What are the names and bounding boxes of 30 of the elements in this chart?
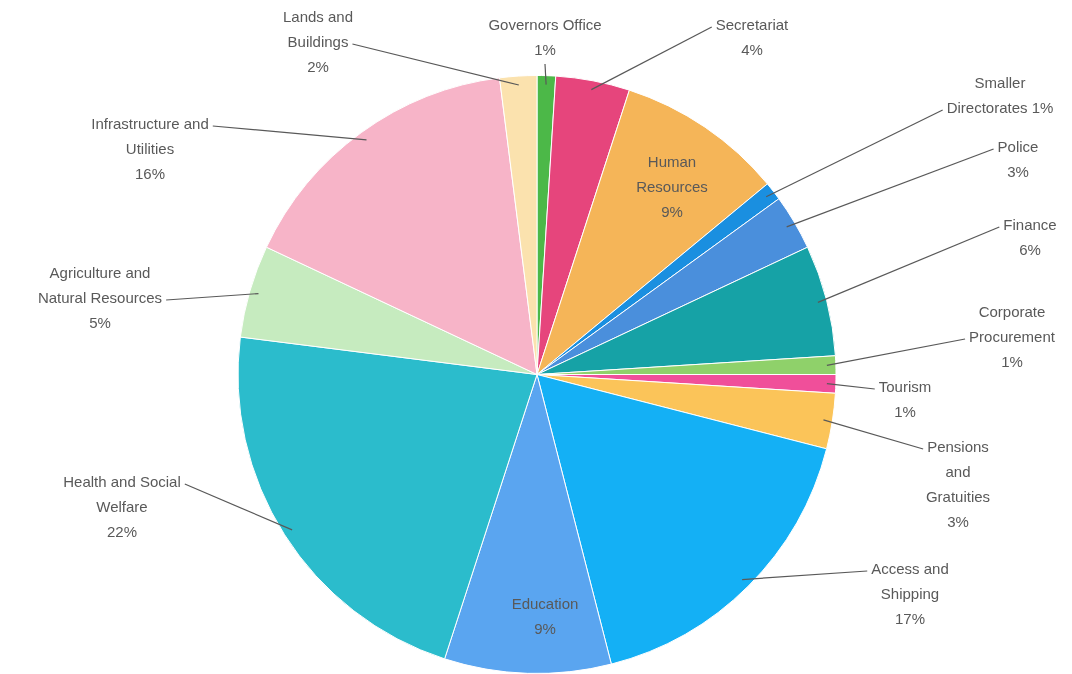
slice-label: Infrastructure and Utilities [91, 114, 209, 157]
data-label: 1% [534, 40, 556, 58]
data-label: 9% [534, 619, 556, 637]
data-label: 1% [1001, 352, 1023, 370]
data-label: 9% [661, 202, 683, 220]
data-label: 22% [106, 522, 138, 540]
data-label: 1% [894, 402, 916, 420]
data-label: 5% [89, 313, 111, 331]
slice-label: Secretariat [715, 15, 790, 33]
data-label: 1% [1031, 98, 1054, 116]
data-label: 3% [1007, 162, 1029, 180]
data-label: 16% [134, 164, 166, 182]
slice-label: Education [511, 594, 579, 612]
slice-label: Finance [1003, 215, 1057, 233]
slice-label: Police [997, 137, 1039, 155]
slice-label: Smaller Directorates [946, 73, 1028, 116]
slice-label: Governors Office [488, 15, 602, 33]
slice-label: Human Resources [636, 152, 708, 195]
slice-label: Corporate Procurement [969, 302, 1056, 345]
slice-label: Pensions and Gratuities [925, 437, 991, 505]
slice-label: Agriculture and Natural Resources [37, 263, 163, 306]
data-label: 2% [307, 57, 329, 75]
slice-label: Access and Shipping [871, 559, 949, 602]
data-label: 3% [947, 512, 969, 530]
slice-label: Tourism [878, 377, 932, 395]
data-label: 4% [741, 40, 763, 58]
slice-label: Health and Social Welfare [63, 472, 181, 515]
data-label: 6% [1019, 240, 1041, 258]
slice-label: Lands and Buildings [282, 7, 354, 50]
data-label: 17% [894, 609, 926, 627]
